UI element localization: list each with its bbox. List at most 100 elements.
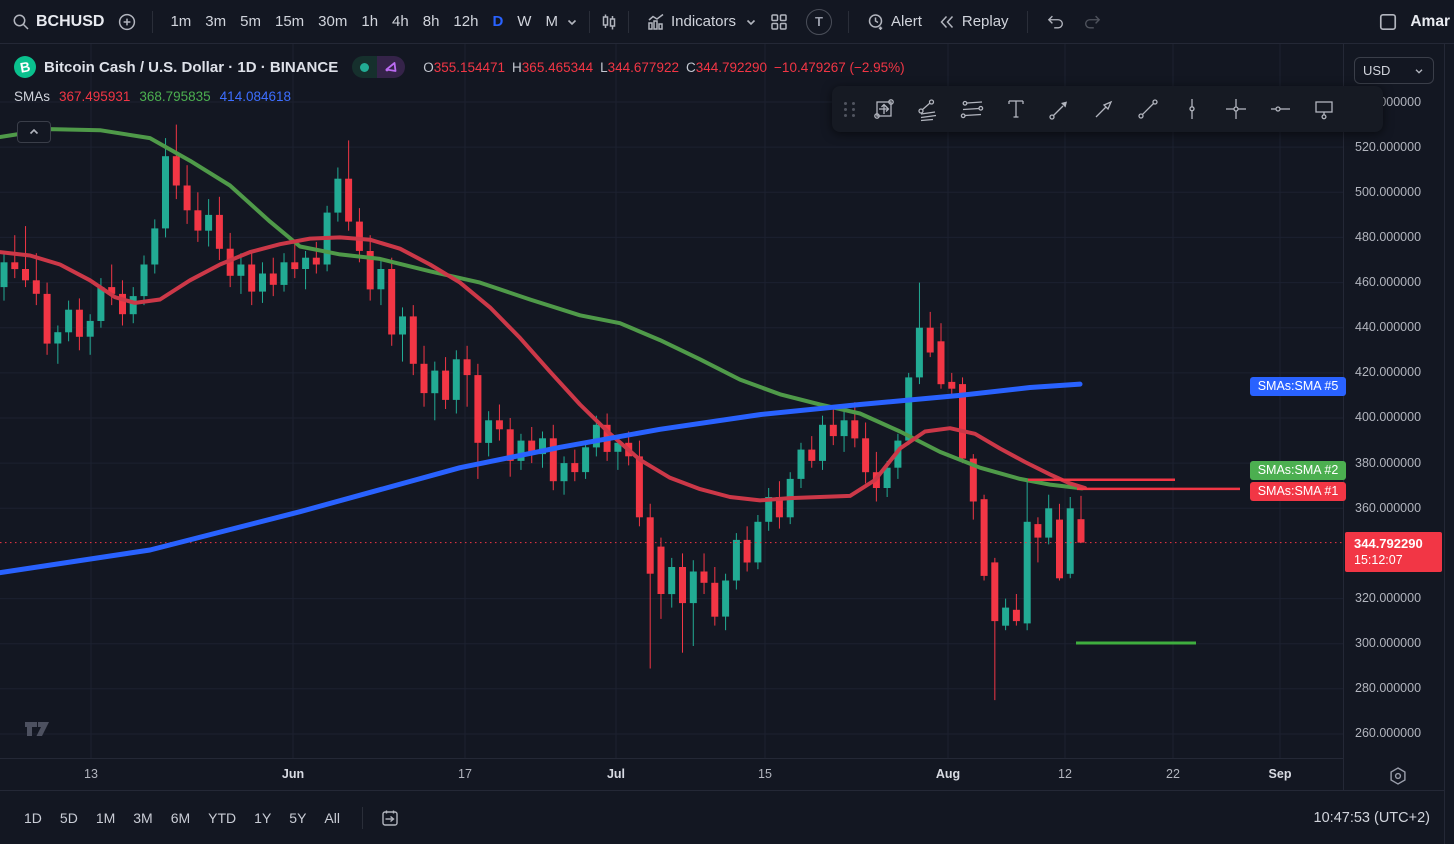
range-1d[interactable]: 1D bbox=[24, 809, 42, 826]
replay-button[interactable]: Replay bbox=[930, 9, 1017, 35]
timeframe-menu-chevron-icon[interactable] bbox=[565, 15, 579, 29]
projection-tool-button[interactable] bbox=[862, 90, 906, 128]
arrow-icon bbox=[1095, 100, 1113, 118]
text-tool-button[interactable] bbox=[994, 90, 1038, 128]
callout-icon bbox=[1315, 101, 1333, 120]
change-value: −10.479267 (−2.95%) bbox=[774, 59, 905, 75]
parallel-channel-tool-button[interactable] bbox=[950, 90, 994, 128]
symbol-status-pill[interactable] bbox=[352, 56, 406, 78]
price-tick: 380.000000 bbox=[1355, 455, 1422, 470]
arrow-tool-button[interactable] bbox=[1082, 90, 1126, 128]
range-row: 1D 5D 1M 3M 6M YTD 1Y 5Y All bbox=[16, 805, 350, 831]
timeframe-row: 1m 3m 5m 15m 30m 1h 4h 8h 12h D W M bbox=[163, 9, 565, 34]
price-tick: 460.000000 bbox=[1355, 275, 1422, 290]
arrow-marker-tool-button[interactable] bbox=[1038, 90, 1082, 128]
timeframe-8h[interactable]: 8h bbox=[422, 13, 440, 30]
sma-price-tag: SMAs:SMA #1 bbox=[1250, 481, 1346, 501]
separator bbox=[848, 10, 850, 33]
range-1y[interactable]: 1Y bbox=[254, 809, 272, 826]
alert-button[interactable]: Alert bbox=[859, 9, 930, 35]
ohlc-readout: O355.154471 H365.465344 L344.677922 C344… bbox=[423, 59, 905, 75]
sma-price-tag: SMAs:SMA #2 bbox=[1250, 460, 1346, 480]
timeframe-D[interactable]: D bbox=[492, 13, 504, 30]
timeframe-3m[interactable]: 3m bbox=[205, 13, 227, 30]
separator bbox=[627, 10, 629, 33]
time-tick-Jul: Jul bbox=[606, 767, 626, 781]
watchlist-panel-icon[interactable] bbox=[1378, 12, 1398, 32]
range-all[interactable]: All bbox=[324, 809, 340, 826]
pitchfork-tool-button[interactable] bbox=[906, 90, 950, 128]
chart-legend: B Bitcoin Cash / U.S. Dollar · 1D · BINA… bbox=[14, 56, 905, 104]
chart-pane[interactable]: B Bitcoin Cash / U.S. Dollar · 1D · BINA… bbox=[0, 44, 1383, 758]
undo-icon[interactable] bbox=[1046, 13, 1066, 31]
range-6m[interactable]: 6M bbox=[170, 809, 191, 826]
timeframe-W[interactable]: W bbox=[517, 13, 532, 30]
timeframe-4h[interactable]: 4h bbox=[392, 13, 409, 30]
go-to-date-button[interactable] bbox=[375, 803, 405, 833]
price-tick: 300.000000 bbox=[1355, 636, 1422, 651]
sma-values: 367.495931 368.795835 414.084618 bbox=[59, 89, 300, 104]
tradingview-logo[interactable] bbox=[24, 718, 58, 742]
chart-style-icon[interactable] bbox=[600, 13, 618, 31]
timeframe-M[interactable]: M bbox=[545, 13, 558, 30]
time-tick-15: 15 bbox=[758, 767, 772, 781]
currency-label: USD bbox=[1363, 63, 1391, 78]
callout-tool-button[interactable] bbox=[1302, 90, 1346, 128]
symbol-search-button[interactable]: BCHUSD bbox=[36, 12, 105, 30]
toolbar-drag-handle[interactable] bbox=[842, 96, 858, 122]
alert-clock-icon bbox=[868, 13, 883, 30]
chevron-up-icon bbox=[29, 128, 39, 135]
vertical-line-tool-button[interactable] bbox=[1170, 90, 1214, 128]
timeframe-1h[interactable]: 1h bbox=[361, 13, 379, 30]
range-ytd[interactable]: YTD bbox=[208, 809, 237, 826]
price-axis-settings-button[interactable] bbox=[1388, 766, 1408, 786]
indicators-button[interactable]: Indicators bbox=[639, 9, 744, 35]
timeframe-12h[interactable]: 12h bbox=[453, 13, 479, 30]
chart-title[interactable]: Bitcoin Cash / U.S. Dollar · 1D · BINANC… bbox=[44, 58, 339, 76]
alert-label: Alert bbox=[891, 13, 922, 30]
currency-dropdown[interactable]: USD bbox=[1354, 57, 1434, 84]
search-icon[interactable] bbox=[12, 13, 30, 31]
watchlist-name[interactable]: Amar bbox=[1410, 12, 1450, 30]
trend-line-tool-button[interactable] bbox=[1126, 90, 1170, 128]
range-5d[interactable]: 5D bbox=[59, 809, 78, 826]
sma-value: 367.495931 bbox=[59, 89, 131, 104]
session-clock[interactable]: 10:47:53 (UTC+2) bbox=[1313, 809, 1430, 826]
timeframe-30m[interactable]: 30m bbox=[318, 13, 348, 30]
legend-collapse-button[interactable] bbox=[17, 121, 51, 143]
range-5y[interactable]: 5Y bbox=[289, 809, 307, 826]
smas-legend-row: SMAs 367.495931 368.795835 414.084618 bbox=[14, 89, 905, 104]
replay-label: Replay bbox=[961, 13, 1009, 30]
time-tick-17: 17 bbox=[458, 767, 472, 781]
price-tick: 500.000000 bbox=[1355, 184, 1422, 199]
smas-indicator-label[interactable]: SMAs bbox=[14, 89, 51, 104]
redo-icon[interactable] bbox=[1082, 13, 1102, 31]
low-value: 344.677922 bbox=[607, 59, 679, 75]
bottom-toolbar: 1D 5D 1M 3M 6M YTD 1Y 5Y All 10:47:53 (UTC+2) bbox=[0, 790, 1444, 844]
compare-add-icon[interactable] bbox=[118, 13, 136, 31]
cross-line-icon bbox=[1226, 99, 1246, 119]
timeframe-1m[interactable]: 1m bbox=[170, 13, 192, 30]
pitchfork-icon bbox=[918, 99, 937, 122]
timeframe-5m[interactable]: 5m bbox=[240, 13, 261, 30]
quick-toolbar-toggle[interactable]: T bbox=[806, 8, 833, 35]
price-chart[interactable] bbox=[0, 44, 1343, 758]
sma-value: 414.084618 bbox=[219, 89, 291, 104]
bitcoin-cash-logo: B bbox=[14, 56, 36, 78]
indicators-icon bbox=[648, 13, 664, 30]
horizontal-ray-tool-button[interactable] bbox=[1258, 90, 1302, 128]
timeframe-15m[interactable]: 15m bbox=[274, 13, 305, 30]
indicators-label: Indicators bbox=[670, 13, 737, 30]
trend-line-icon bbox=[1138, 99, 1158, 119]
indicators-chevron-icon[interactable] bbox=[744, 15, 758, 29]
price-tick: 260.000000 bbox=[1355, 726, 1422, 741]
layout-templates-icon[interactable] bbox=[770, 13, 788, 31]
price-axis[interactable]: USD 540.000000 520.000000 500.000000 480.00… bbox=[1343, 44, 1444, 790]
calendar-goto-icon bbox=[382, 810, 398, 826]
currency-chevron-icon bbox=[1415, 68, 1423, 74]
cross-line-tool-button[interactable] bbox=[1214, 90, 1258, 128]
time-tick-22: 22 bbox=[1166, 767, 1180, 781]
time-axis[interactable]: 13 Jun 17 Jul 15 Aug 12 22 Sep bbox=[0, 758, 1343, 790]
range-3m[interactable]: 3M bbox=[133, 809, 153, 826]
range-1m[interactable]: 1M bbox=[95, 809, 116, 826]
